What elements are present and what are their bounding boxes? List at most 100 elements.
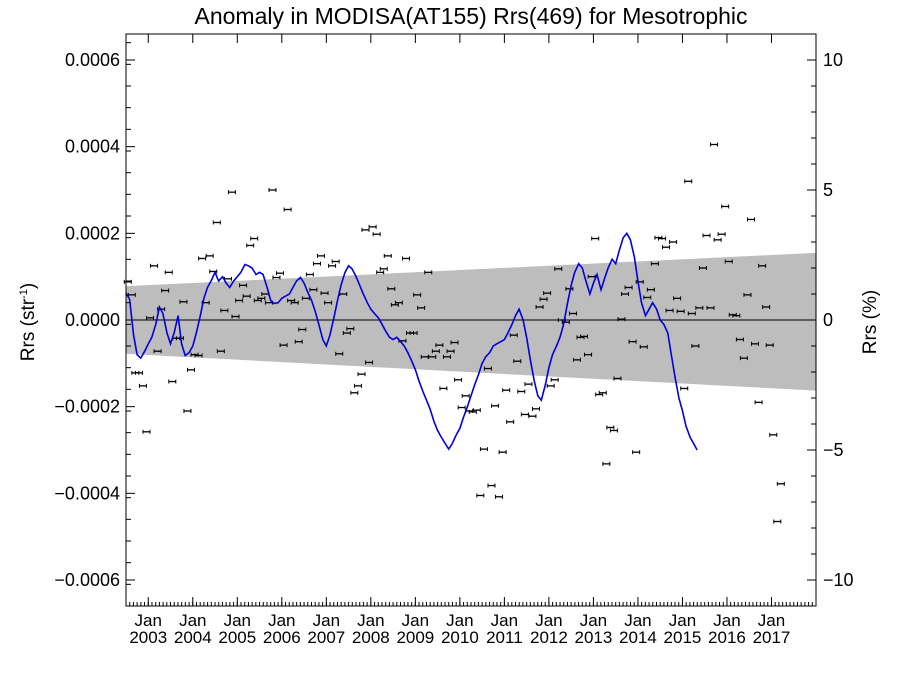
y-axis-label-main: Rrs (str xyxy=(18,298,39,361)
data-point xyxy=(212,220,221,225)
data-point xyxy=(379,266,388,271)
data-point xyxy=(290,300,299,305)
y2-tick-label: −5 xyxy=(823,440,844,460)
data-point xyxy=(676,309,685,314)
data-point xyxy=(324,300,333,305)
data-point xyxy=(691,344,700,348)
y-tick-label: 0.0006 xyxy=(65,50,120,70)
x-tick-label-year: 2015 xyxy=(664,628,702,647)
data-point xyxy=(591,236,600,241)
data-point xyxy=(646,287,655,292)
y-axis-label-close: ) xyxy=(18,283,39,289)
data-point xyxy=(721,204,730,209)
data-point xyxy=(584,352,593,357)
data-point xyxy=(531,406,540,411)
data-point xyxy=(487,483,496,488)
data-point xyxy=(513,359,522,364)
data-point xyxy=(368,224,377,229)
data-point xyxy=(568,311,577,316)
x-tick-label-month: Jan xyxy=(535,611,562,630)
data-point xyxy=(168,379,177,384)
data-point xyxy=(479,447,488,452)
data-point xyxy=(650,261,659,266)
data-point xyxy=(528,414,537,419)
data-point xyxy=(409,331,418,335)
data-point xyxy=(316,253,325,258)
x-tick-label-year: 2005 xyxy=(218,628,256,647)
y-tick-label: 0.0004 xyxy=(65,137,120,157)
y-tick-label: −0.0004 xyxy=(54,483,120,503)
data-point xyxy=(150,263,159,268)
data-point xyxy=(598,390,607,395)
x-tick-label-year: 2016 xyxy=(708,628,746,647)
data-point xyxy=(435,343,444,348)
data-point xyxy=(751,341,760,346)
x-tick-label-month: Jan xyxy=(224,611,251,630)
data-point xyxy=(472,408,481,413)
y2-tick-label: 0 xyxy=(823,310,833,330)
data-point xyxy=(272,275,281,280)
data-point xyxy=(257,296,266,301)
data-point xyxy=(250,236,259,241)
data-point xyxy=(335,351,344,356)
data-point xyxy=(205,253,214,258)
x-tick-label-month: Jan xyxy=(446,611,473,630)
x-tick-label-year: 2008 xyxy=(352,628,390,647)
data-point xyxy=(713,237,722,242)
x-tick-label-month: Jan xyxy=(758,611,785,630)
y2-tick-label: −10 xyxy=(823,570,854,590)
y2-tick-label: 5 xyxy=(823,180,833,200)
data-point xyxy=(665,308,674,313)
data-point xyxy=(179,299,188,304)
data-point xyxy=(346,326,355,331)
y-axis-label: Rrs (str-1) xyxy=(18,283,39,361)
data-point xyxy=(754,400,763,405)
data-point xyxy=(765,343,774,348)
data-point xyxy=(698,266,707,270)
y-tick-label: −0.0002 xyxy=(54,397,120,417)
data-point xyxy=(312,261,321,266)
data-point xyxy=(402,256,411,261)
data-point xyxy=(743,292,752,297)
data-point xyxy=(413,292,422,297)
data-point xyxy=(502,388,511,393)
data-point xyxy=(457,405,466,410)
data-point xyxy=(706,305,715,310)
x-tick-label-month: Jan xyxy=(713,611,740,630)
data-point xyxy=(253,298,262,303)
x-tick-label-year: 2010 xyxy=(441,628,479,647)
data-point xyxy=(239,283,248,288)
data-point xyxy=(687,311,696,316)
data-point xyxy=(550,377,559,382)
data-point xyxy=(773,519,782,524)
x-tick-label-month: Jan xyxy=(313,611,340,630)
data-point xyxy=(509,333,518,338)
data-point xyxy=(602,461,611,466)
data-point xyxy=(454,377,463,382)
data-point xyxy=(146,315,155,320)
data-point xyxy=(524,382,533,387)
data-point xyxy=(621,292,630,296)
data-point xyxy=(420,354,429,359)
x-tick-label-year: 2012 xyxy=(530,628,568,647)
y2-tick-label: 10 xyxy=(823,50,843,70)
data-point xyxy=(283,207,292,212)
y2-axis-label: Rrs (%) xyxy=(860,290,881,354)
data-point xyxy=(153,349,162,354)
data-point xyxy=(357,372,366,377)
data-point xyxy=(461,393,470,398)
data-point xyxy=(209,269,218,274)
data-point xyxy=(673,296,682,301)
data-point xyxy=(506,419,515,424)
data-point xyxy=(298,327,307,332)
data-point xyxy=(372,232,381,237)
data-point xyxy=(450,340,459,345)
series-line xyxy=(125,231,698,451)
x-tick-label-month: Jan xyxy=(179,611,206,630)
data-point xyxy=(565,286,574,291)
data-point xyxy=(387,286,396,291)
data-point xyxy=(216,349,225,354)
y-axis-label-superscript: -1 xyxy=(18,289,30,299)
data-point xyxy=(442,354,451,359)
